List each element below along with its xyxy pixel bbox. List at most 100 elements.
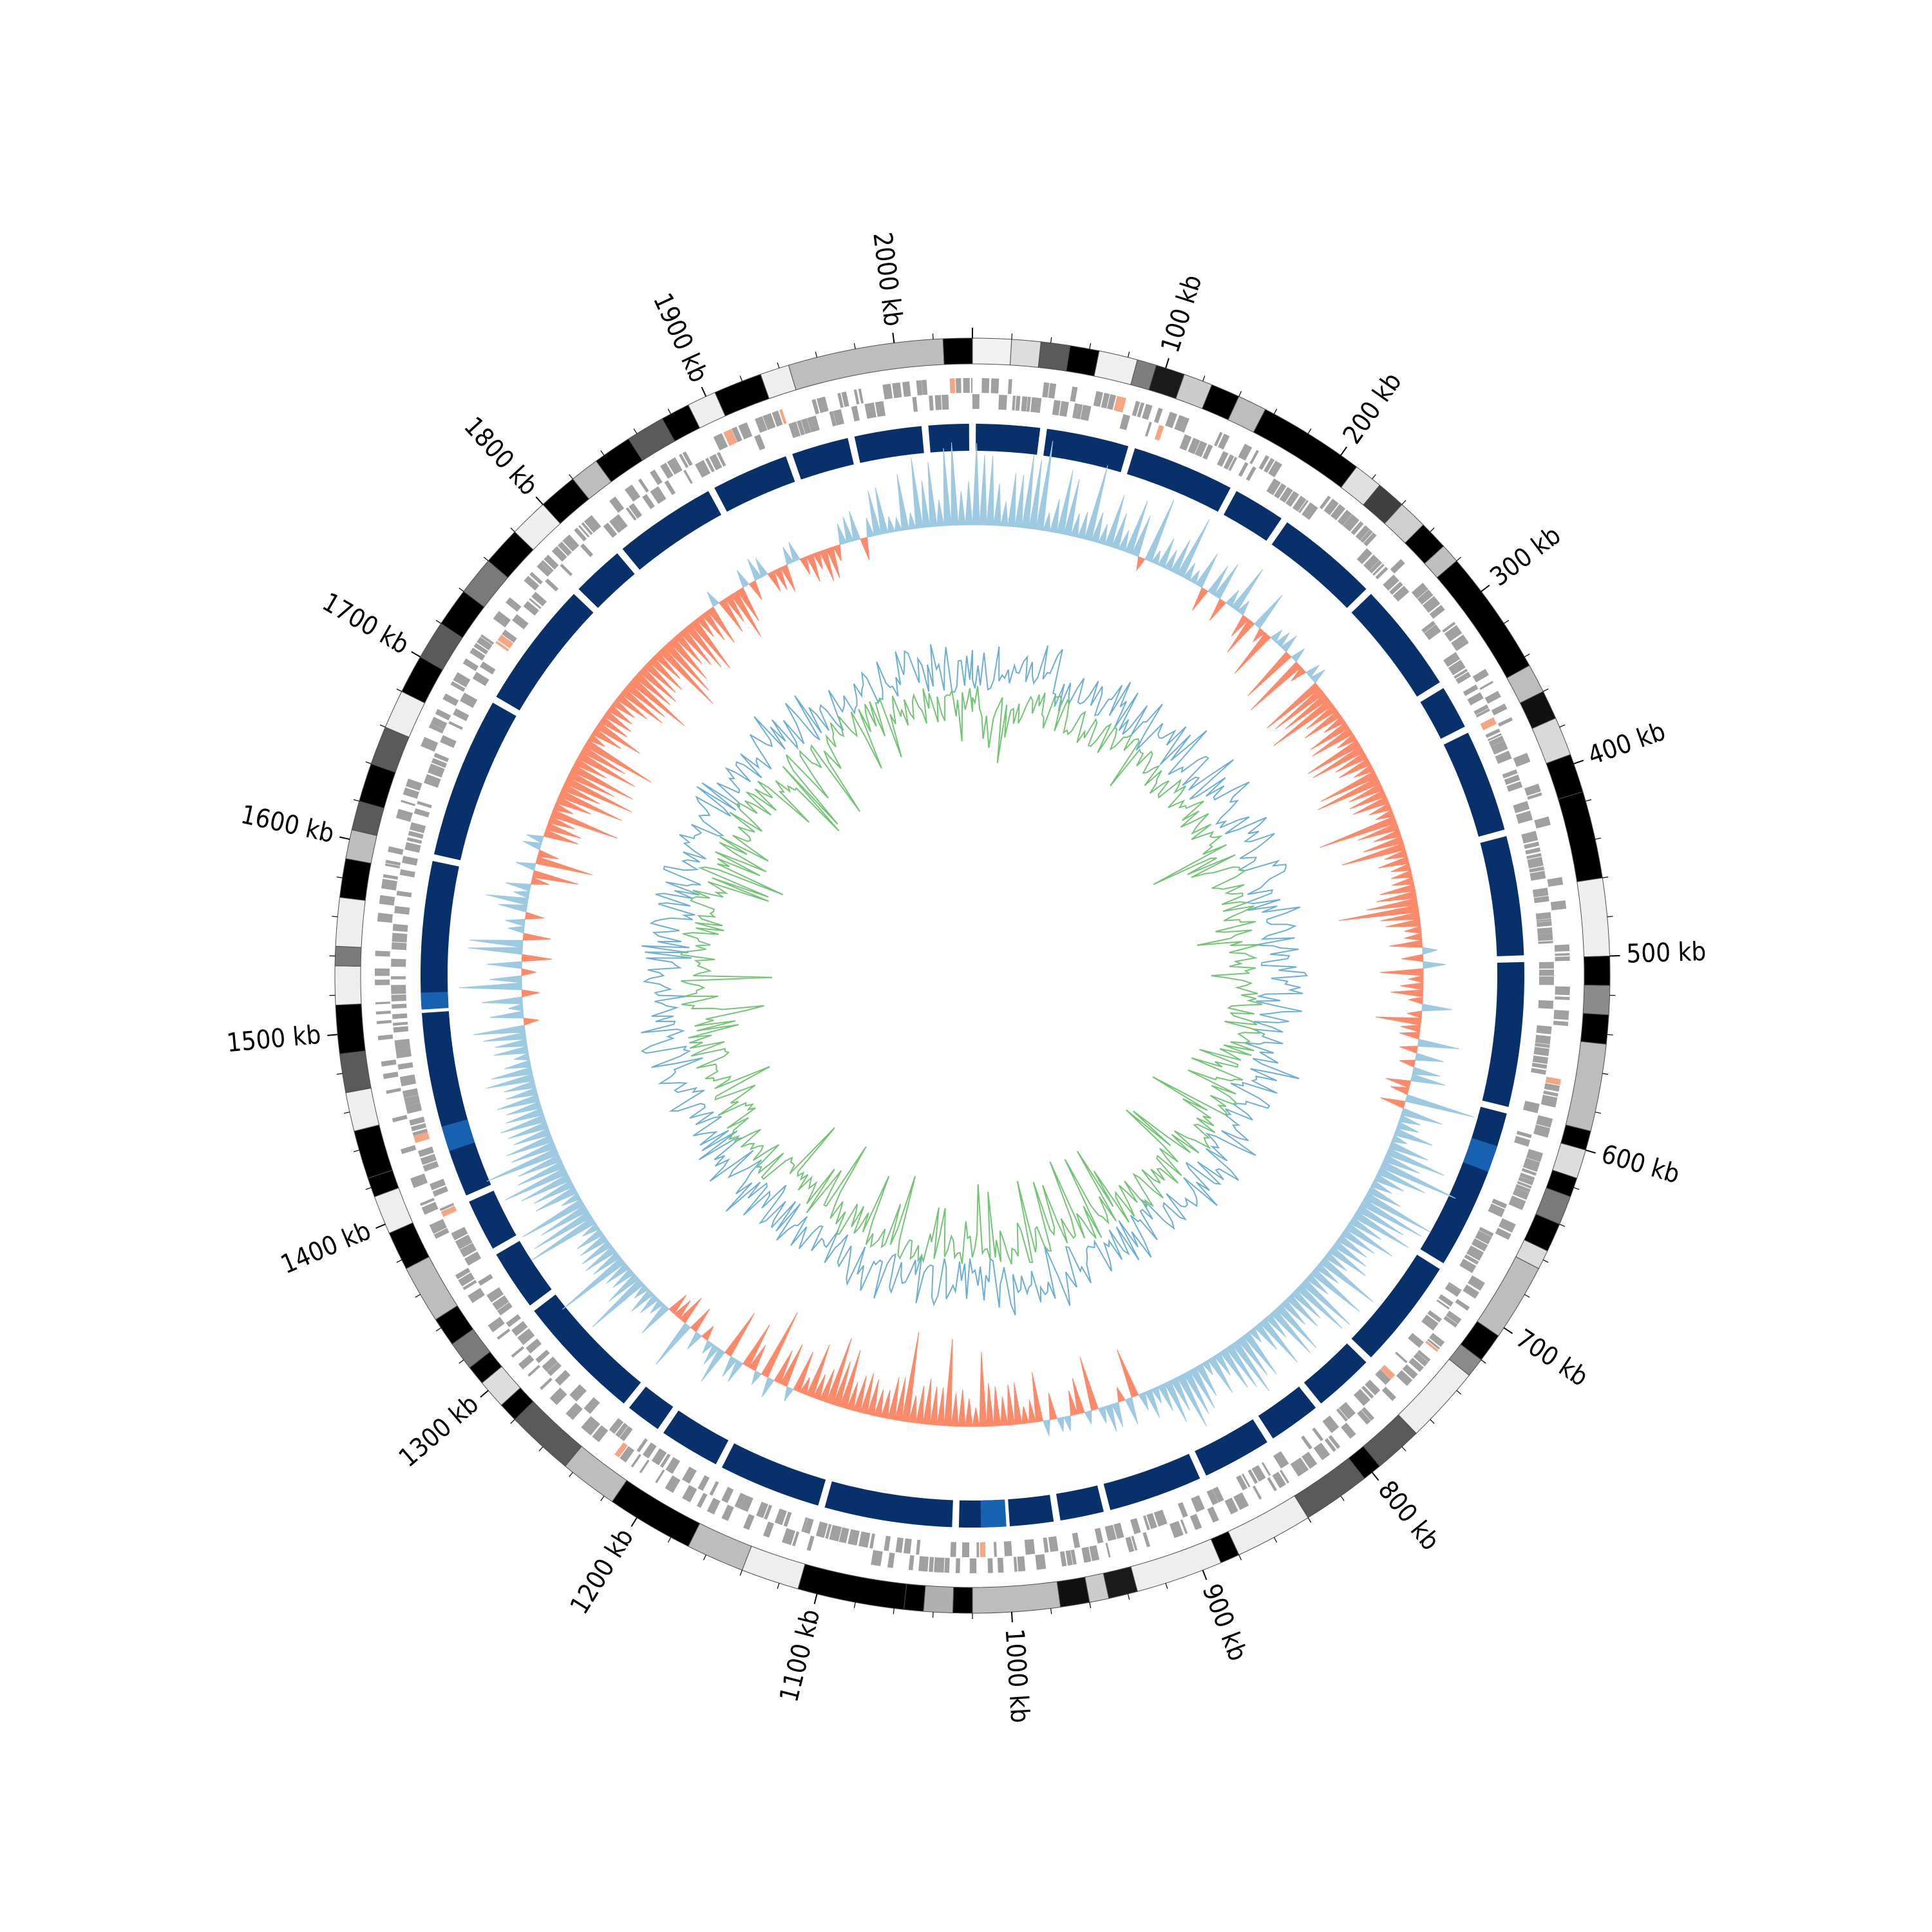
feature-segment: [578, 525, 590, 538]
feature-segment: [477, 636, 493, 650]
feature-segment: [1553, 1020, 1569, 1027]
feature-segment: [990, 378, 999, 393]
feature-segment: [1093, 391, 1103, 407]
feature-segment: [1550, 900, 1567, 911]
feature-segment: [1513, 752, 1531, 767]
feature-segment: [1527, 857, 1544, 869]
feature-segment: [1555, 952, 1570, 956]
minor-tick: [1456, 556, 1462, 562]
feature-segment: [392, 1013, 408, 1019]
feature-segment: [916, 1539, 921, 1555]
block-segment: [1443, 732, 1505, 837]
feature-segment: [1480, 717, 1497, 731]
feature-segment: [981, 378, 990, 393]
feature-segment: [1521, 1168, 1537, 1176]
feature-segment: [1238, 444, 1253, 461]
feature-segment: [1529, 866, 1544, 873]
block-segment: [928, 424, 969, 453]
minor-tick: [344, 1112, 350, 1114]
band-segment: [334, 945, 362, 967]
feature-segment: [1535, 912, 1551, 920]
feature-segment: [1132, 401, 1141, 417]
feature-segment: [1506, 781, 1523, 792]
feature-segment: [1376, 1369, 1391, 1384]
feature-segment: [1322, 1415, 1340, 1434]
minor-tick: [1401, 1446, 1406, 1452]
feature-segment: [721, 1486, 734, 1503]
minor-tick: [435, 1327, 442, 1332]
feature-segment: [731, 426, 743, 442]
feature-segment: [1424, 624, 1441, 640]
feature-segment: [1495, 1227, 1511, 1240]
block-segment: [496, 594, 594, 711]
major-tick: [327, 1034, 338, 1036]
feature-segment: [497, 634, 514, 649]
feature-segment: [1536, 918, 1551, 922]
feature-segment: [391, 976, 406, 980]
feature-segment: [1360, 529, 1373, 544]
band-segment: [972, 337, 1012, 366]
feature-segment: [1059, 401, 1069, 417]
feature-segment: [1532, 887, 1549, 898]
feature-segment: [825, 1524, 832, 1539]
block-accent-segment: [1463, 1137, 1498, 1172]
minor-tick: [353, 1150, 359, 1152]
feature-segment: [418, 1146, 434, 1157]
minor-tick: [1202, 375, 1206, 382]
feature-segment: [1290, 1460, 1304, 1477]
feature-segment: [612, 514, 628, 531]
band-segment: [952, 1587, 973, 1614]
feature-segment: [502, 629, 517, 643]
feature-segment: [1475, 1230, 1492, 1245]
block-segment: [433, 703, 516, 860]
minor-tick: [1165, 1583, 1168, 1589]
feature-segment: [544, 554, 559, 570]
feature-segment: [1526, 853, 1542, 860]
minor-tick: [332, 916, 338, 918]
feature-segment: [912, 397, 918, 412]
feature-segment: [1245, 466, 1256, 481]
feature-segment: [1059, 1551, 1067, 1567]
feature-segment: [1070, 1549, 1077, 1565]
feature-segment: [1488, 1203, 1505, 1218]
feature-segment: [1524, 841, 1540, 849]
feature-segment: [772, 410, 783, 427]
feature-segment: [1448, 659, 1466, 676]
feature-segment: [388, 846, 404, 855]
minor-tick: [1127, 1593, 1130, 1600]
feature-segment: [651, 1448, 667, 1466]
feature-segment: [1137, 402, 1144, 418]
feature-segment: [1555, 996, 1570, 1000]
minor-tick: [1542, 1259, 1549, 1263]
band-segment: [1056, 1577, 1090, 1608]
feature-segment: [1516, 1130, 1532, 1139]
minor-tick: [1340, 1495, 1345, 1501]
feature-segment: [424, 773, 441, 788]
feature-segment: [1438, 1294, 1454, 1307]
minor-tick: [1050, 337, 1052, 343]
feature-segment: [421, 737, 439, 752]
feature-segment: [892, 382, 902, 399]
feature-segment: [412, 1128, 428, 1136]
feature-segment: [375, 971, 390, 976]
feature-segment: [667, 457, 683, 475]
feature-segment: [1381, 1387, 1396, 1401]
minor-tick: [739, 375, 743, 382]
minor-tick: [365, 761, 372, 764]
feature-segment: [392, 1003, 407, 1009]
feature-segment: [1081, 1546, 1092, 1563]
feature-segment: [1249, 450, 1259, 464]
feature-segment: [1336, 1408, 1349, 1422]
block-segment: [976, 424, 1041, 455]
feature-segment: [1174, 415, 1186, 431]
feature-segment: [518, 1354, 535, 1370]
feature-segment: [1538, 1000, 1554, 1009]
band-segment: [1066, 345, 1100, 377]
feature-segment: [955, 1558, 960, 1573]
feature-segment: [1013, 1557, 1018, 1572]
feature-segment: [1080, 404, 1092, 421]
major-tick: [1165, 358, 1170, 368]
feature-segment: [562, 534, 580, 552]
feature-segment: [1531, 1068, 1546, 1075]
band-segment: [335, 896, 366, 948]
